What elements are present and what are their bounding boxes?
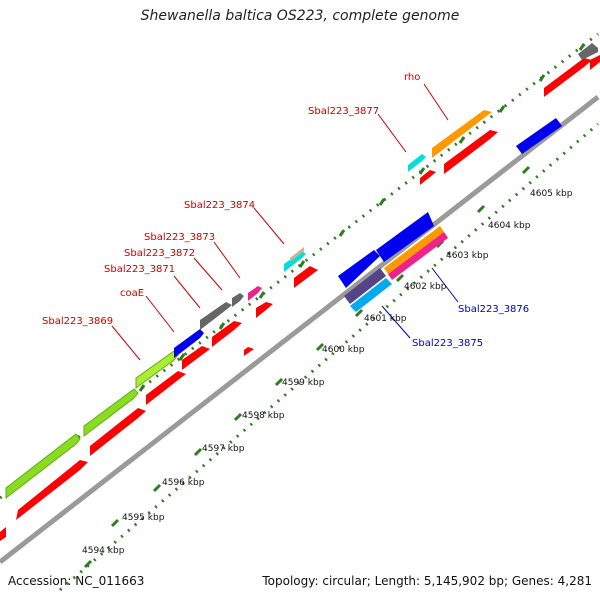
scale-label: 4598 kbp xyxy=(242,411,285,421)
scale-label: 4605 kbp xyxy=(530,189,573,199)
gene-feature xyxy=(212,321,242,347)
gene-label-sbal223-3872[interactable]: Sbal223_3872 xyxy=(124,248,195,259)
gene-feature xyxy=(294,266,318,288)
scale-label: 4594 kbp xyxy=(82,546,125,556)
gene-feature xyxy=(182,346,210,370)
gene-feature xyxy=(83,388,139,438)
genome-summary: Topology: circular; Length: 5,145,902 bp… xyxy=(262,574,592,588)
gene-label-sbal223-3871[interactable]: Sbal223_3871 xyxy=(104,264,175,275)
gene-feature xyxy=(350,278,392,312)
gene-feature xyxy=(0,527,6,541)
gene-label-sbal223-3874[interactable]: Sbal223_3874 xyxy=(184,200,255,211)
gene-feature xyxy=(432,110,492,158)
gene-feature xyxy=(338,250,380,288)
gene-feature xyxy=(146,371,186,405)
forward-inner-row[interactable] xyxy=(16,55,600,520)
reverse-row[interactable] xyxy=(0,118,562,541)
gene-label-sbal223-3873[interactable]: Sbal223_3873 xyxy=(144,232,215,243)
scale-label: 4599 kbp xyxy=(282,378,325,388)
gene-feature xyxy=(376,212,434,262)
scale-label: 4601 kbp xyxy=(364,314,407,324)
gene-feature xyxy=(344,268,386,304)
gene-feature xyxy=(388,232,448,280)
gene-label-sbal223-3877[interactable]: Sbal223_3877 xyxy=(308,106,379,117)
gene-feature xyxy=(444,130,498,174)
gene-feature xyxy=(578,43,598,60)
lower-tick-track xyxy=(59,122,599,592)
gene-feature xyxy=(516,118,562,154)
map-title: Shewanella baltica OS223, complete genom… xyxy=(140,8,460,24)
gene-feature xyxy=(5,433,81,500)
gene-feature xyxy=(16,460,88,520)
gene-feature xyxy=(284,251,306,272)
gene-feature xyxy=(590,55,600,70)
scale-label: 4604 kbp xyxy=(488,221,531,231)
gene-feature xyxy=(256,302,273,318)
gene-feature xyxy=(174,329,204,358)
gene-feature xyxy=(244,347,254,356)
scale-label: 4603 kbp xyxy=(446,251,489,261)
scale-label: 4596 kbp xyxy=(162,478,205,488)
gene-feature xyxy=(90,408,146,456)
scale-label: 4595 kbp xyxy=(122,513,165,523)
gene-feature xyxy=(544,58,592,97)
gene-feature xyxy=(408,154,426,172)
gene-feature xyxy=(290,247,304,262)
scale-label: 4600 kbp xyxy=(322,345,365,355)
gene-feature xyxy=(232,293,244,307)
gene-feature xyxy=(248,286,262,301)
gene-label-sbal223-3876[interactable]: Sbal223_3876 xyxy=(458,304,529,315)
scale-label: 4597 kbp xyxy=(202,444,245,454)
gene-label-rho[interactable]: rho xyxy=(404,72,420,83)
gene-label-sbal223-3869[interactable]: Sbal223_3869 xyxy=(42,316,113,327)
label-leaders xyxy=(111,83,459,361)
major-ticks xyxy=(83,165,531,569)
genome-backbone xyxy=(0,95,600,564)
scale-label: 4602 kbp xyxy=(404,282,447,292)
forward-outer-row[interactable] xyxy=(5,43,598,500)
accession-label: Accession: NC_011663 xyxy=(8,574,145,588)
gene-label-coae[interactable]: coaE xyxy=(120,288,144,299)
gene-feature xyxy=(384,226,444,274)
gene-feature xyxy=(420,170,436,185)
gene-feature xyxy=(200,302,232,330)
gene-label-sbal223-3875[interactable]: Sbal223_3875 xyxy=(412,338,483,349)
